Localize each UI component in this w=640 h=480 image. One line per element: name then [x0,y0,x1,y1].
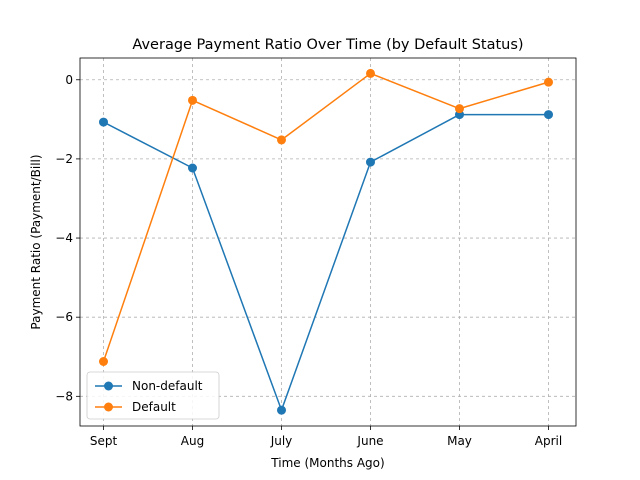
series-layer [99,68,553,415]
legend: Non-default Default [86,371,220,420]
x-tick-label: July [270,434,293,448]
data-point [188,95,197,105]
data-point [188,163,197,173]
data-point [455,104,464,114]
data-point [277,135,286,145]
data-point [366,157,375,167]
legend-label: Non-default [132,379,203,393]
x-tick-label: April [535,434,562,448]
data-point [99,117,108,127]
series-line [103,113,549,411]
x-tick-label: May [447,434,472,448]
data-point [277,405,286,415]
y-tick-label: 0 [65,73,73,87]
chart-title: Average Payment Ratio Over Time (by Defa… [132,37,523,53]
data-point [544,77,553,87]
x-tick-label: Sept [90,434,118,448]
plot-frame [79,57,577,427]
legend-marker [104,381,113,391]
legend-marker [104,402,113,412]
series-line [102,72,549,362]
grid [80,58,576,426]
data-point [544,110,553,120]
legend-label: Default [132,400,176,414]
x-axis-label: Time (Months Ago) [270,456,384,470]
x-axis: Sept Aug July June May April [90,426,562,448]
data-point [99,357,108,367]
data-point [366,68,375,78]
x-tick-label: June [356,434,383,448]
x-tick-label: Aug [181,434,204,448]
y-tick-label: −6 [55,310,73,324]
y-tick-label: −2 [55,152,73,166]
y-tick-label: −4 [55,231,73,245]
y-axis: 0 −2 −4 −6 −8 [55,73,80,403]
y-tick-label: −8 [55,389,73,403]
y-axis-label: Payment Ratio (Payment/Bill) [29,154,43,329]
